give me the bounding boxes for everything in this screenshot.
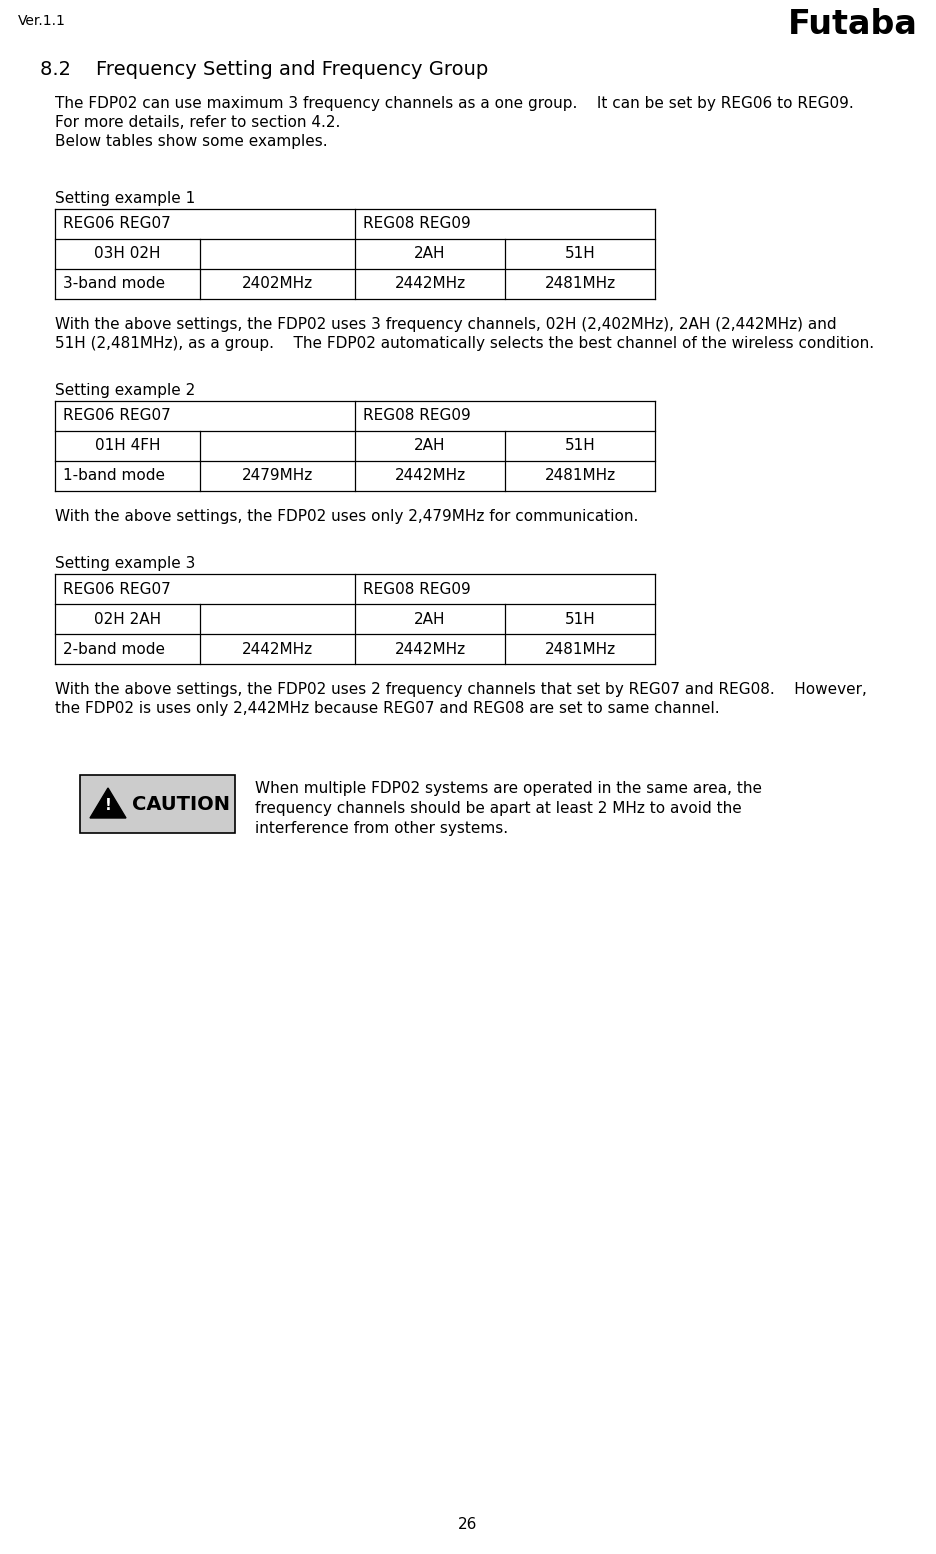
Text: The FDP02 can use maximum 3 frequency channels as a one group.    It can be set : The FDP02 can use maximum 3 frequency ch… xyxy=(55,96,854,110)
Text: 51H: 51H xyxy=(564,612,595,626)
Text: 2AH: 2AH xyxy=(415,438,446,454)
Text: Futaba: Futaba xyxy=(788,8,918,40)
Text: frequency channels should be apart at least 2 MHz to avoid the: frequency channels should be apart at le… xyxy=(255,800,741,816)
Text: 2402MHz: 2402MHz xyxy=(241,277,313,292)
Text: 2AH: 2AH xyxy=(415,612,446,626)
Text: 2-band mode: 2-band mode xyxy=(63,642,165,656)
Text: 2442MHz: 2442MHz xyxy=(394,642,465,656)
Text: REG06 REG07: REG06 REG07 xyxy=(63,409,170,424)
Text: 01H 4FH: 01H 4FH xyxy=(95,438,160,454)
Text: 51H: 51H xyxy=(564,438,595,454)
Text: 2481MHz: 2481MHz xyxy=(545,642,616,656)
Text: 02H 2AH: 02H 2AH xyxy=(94,612,161,626)
Text: Ver.1.1: Ver.1.1 xyxy=(18,14,66,28)
Text: Below tables show some examples.: Below tables show some examples. xyxy=(55,134,328,149)
Text: 1-band mode: 1-band mode xyxy=(63,468,165,483)
Text: !: ! xyxy=(105,799,111,813)
Text: 8.2    Frequency Setting and Frequency Group: 8.2 Frequency Setting and Frequency Grou… xyxy=(40,61,489,79)
Text: 3-band mode: 3-band mode xyxy=(63,277,165,292)
Text: 03H 02H: 03H 02H xyxy=(95,247,161,261)
Text: 2481MHz: 2481MHz xyxy=(545,277,616,292)
Text: 2442MHz: 2442MHz xyxy=(394,277,465,292)
Text: 51H: 51H xyxy=(564,247,595,261)
Text: REG08 REG09: REG08 REG09 xyxy=(363,409,471,424)
Text: With the above settings, the FDP02 uses 3 frequency channels, 02H (2,402MHz), 2A: With the above settings, the FDP02 uses … xyxy=(55,317,837,333)
Text: With the above settings, the FDP02 uses 2 frequency channels that set by REG07 a: With the above settings, the FDP02 uses … xyxy=(55,682,867,698)
Text: Setting example 1: Setting example 1 xyxy=(55,191,196,207)
Text: CAUTION: CAUTION xyxy=(132,794,230,813)
Text: 26: 26 xyxy=(459,1517,477,1532)
Text: the FDP02 is uses only 2,442MHz because REG07 and REG08 are set to same channel.: the FDP02 is uses only 2,442MHz because … xyxy=(55,701,720,716)
Text: Setting example 3: Setting example 3 xyxy=(55,556,196,570)
Text: 2479MHz: 2479MHz xyxy=(241,468,314,483)
Text: 2481MHz: 2481MHz xyxy=(545,468,616,483)
Text: Setting example 2: Setting example 2 xyxy=(55,382,196,398)
Text: REG08 REG09: REG08 REG09 xyxy=(363,216,471,232)
Text: 2442MHz: 2442MHz xyxy=(394,468,465,483)
Text: REG08 REG09: REG08 REG09 xyxy=(363,581,471,597)
Text: For more details, refer to section 4.2.: For more details, refer to section 4.2. xyxy=(55,115,341,131)
Text: interference from other systems.: interference from other systems. xyxy=(255,821,508,836)
Text: 2AH: 2AH xyxy=(415,247,446,261)
Text: When multiple FDP02 systems are operated in the same area, the: When multiple FDP02 systems are operated… xyxy=(255,782,762,796)
Text: 2442MHz: 2442MHz xyxy=(241,642,313,656)
Text: 51H (2,481MHz), as a group.    The FDP02 automatically selects the best channel : 51H (2,481MHz), as a group. The FDP02 au… xyxy=(55,336,874,351)
Text: REG06 REG07: REG06 REG07 xyxy=(63,216,170,232)
Polygon shape xyxy=(90,788,126,817)
Text: With the above settings, the FDP02 uses only 2,479MHz for communication.: With the above settings, the FDP02 uses … xyxy=(55,510,638,524)
Text: REG06 REG07: REG06 REG07 xyxy=(63,581,170,597)
FancyBboxPatch shape xyxy=(80,775,235,833)
